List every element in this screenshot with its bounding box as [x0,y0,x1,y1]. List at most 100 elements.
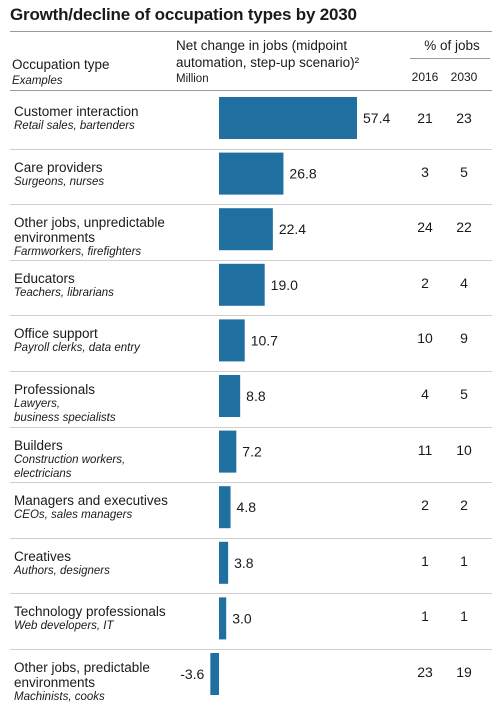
occupation-examples-label: Machinists, cooks [14,691,105,703]
bar-value-label: 22.4 [279,221,306,237]
occupation-cell: Educators Teachers, librarians [14,271,184,300]
row-divider [10,593,492,595]
occupation-examples-label: Retail sales, bartenders [14,120,135,132]
chart-title: Growth/decline of occupation types by 20… [10,5,357,24]
occupation-cell: Builders Construction workers, electrician… [14,438,184,481]
table-row: Creatives Authors, designers 1 1 [0,539,500,595]
pct-2016-cell: 4 [421,386,429,402]
occupation-cell: Creatives Authors, designers [14,549,184,578]
pct-2030-cell: 2 [460,497,468,514]
occupation-examples-label: CEOs, sales managers [14,509,133,522]
pct-2016-cell: 24 [417,219,433,236]
row-divider [10,537,492,539]
occupation-examples-label: Construction workers, [14,453,126,466]
row-divider [10,371,492,372]
net-change-header-line1: Net change in jobs (midpoint [176,38,348,53]
occupation-type-label: Professionals [14,382,96,397]
bar-5 [219,375,241,417]
table-row: Builders Construction workers, electrician… [0,428,500,484]
occupation-cell: Technology professionals Web developers, … [14,604,184,633]
pct-2030-cell: 4 [460,274,468,291]
occupation-type-label: Managers and executives [14,493,168,509]
occupation-type-label: environments [14,230,96,246]
pct-2016-cell: 2 [421,274,429,291]
year-2016-header: 2016 [411,70,439,84]
bar-10 [210,653,219,695]
pct-2030-cell: 23 [456,110,472,126]
bar-0 [219,97,357,139]
occupation-examples-label: Surgeons, nurses [14,175,105,188]
pct-2016-cell: 3 [421,163,429,180]
row-divider [10,204,492,206]
pct-2016-cell: 21 [417,110,433,126]
examples-header-label: Examples [12,75,63,87]
bar-value-label: 4.8 [237,499,257,515]
occupation-type-label: Customer interaction [14,104,139,119]
occupation-type-label: Technology professionals [14,604,166,620]
pct-2016-cell: 2 [421,497,429,514]
occupation-type-label: Builders [14,437,63,453]
row-divider [10,259,492,261]
occupation-cell: Other jobs, unpredictable environments Far… [14,215,184,259]
pct-2030-cell: 9 [460,330,468,347]
table-row: Customer interaction Retail sales, barten… [0,94,500,150]
row-divider [10,482,492,484]
bar-1 [219,152,284,195]
occupation-type-label: Other jobs, predictable [14,660,150,675]
pct-2016-cell: 1 [421,608,429,625]
table-row: Office support Payroll clerks, data entry… [0,316,500,372]
table-row: Other jobs, predictable environments Machi… [0,650,500,706]
pct-2030-cell: 19 [456,664,472,680]
occupation-cell: Care providers Surgeons, nurses [14,160,184,189]
occupation-examples-label: business specialists [14,412,116,424]
pct-2030-cell: 5 [460,386,468,402]
occupation-cell: Customer interaction Retail sales, barten… [14,104,184,133]
pct-2030-cell: 5 [460,163,468,180]
pct-jobs-header: % of jobs [424,38,480,53]
row-divider [10,148,492,150]
table-row: Other jobs, unpredictable environments Far… [0,205,500,261]
occupation-type-label: Care providers [14,159,103,175]
pct-2030-cell: 1 [460,552,468,569]
occupation-examples-label: electricians [14,467,72,480]
pct-2030-cell: 10 [456,441,472,458]
bar-3 [219,263,265,306]
bar-value-label: -3.6 [180,666,204,682]
net-change-unit: Million [176,73,209,85]
occupation-header: Occupation type Examples [12,56,110,90]
bar-7 [219,486,231,529]
pct-2016-cell: 1 [421,552,429,569]
table-row: Educators Teachers, librarians 2 4 [0,261,500,317]
row-divider [10,649,492,650]
occupation-examples-label: Payroll clerks, data entry [14,342,140,355]
occupation-type-label: Office support [14,326,98,342]
bar-6 [219,430,237,473]
occupation-cell: Managers and executives CEOs, sales manag… [14,493,184,522]
occupation-cell: Office support Payroll clerks, data entry [14,326,184,355]
occupation-examples-label: Lawyers, [14,398,61,410]
bar-value-label: 26.8 [289,166,316,182]
pct-jobs-divider [410,58,490,59]
bar-value-label: 3.8 [234,555,254,571]
bar-9 [219,597,227,640]
occupation-type-label: Other jobs, unpredictable [14,215,165,231]
table-row: Care providers Surgeons, nurses 3 5 [0,150,500,206]
table-row: Technology professionals Web developers, … [0,594,500,650]
bar-2 [219,208,273,251]
occupation-examples-label: Web developers, IT [14,620,114,633]
year-2030-header: 2030 [450,70,478,84]
occupation-cell: Other jobs, predictable environments Machi… [14,660,184,704]
bar-value-label: 8.8 [246,388,266,404]
pct-2030-cell: 1 [460,608,468,625]
occupation-type-label: environments [14,675,96,690]
bar-value-label: 19.0 [271,277,298,293]
occupation-header-label: Occupation type [12,57,110,72]
table-row: Managers and executives CEOs, sales manag… [0,483,500,539]
occupation-examples-label: Authors, designers [14,564,110,577]
occupation-examples-label: Farmworkers, firefighters [14,246,142,259]
occupation-type-label: Creatives [14,548,72,564]
occupation-type-label: Educators [14,270,75,286]
bar-value-label: 7.2 [242,444,262,460]
bar-8 [219,541,229,584]
